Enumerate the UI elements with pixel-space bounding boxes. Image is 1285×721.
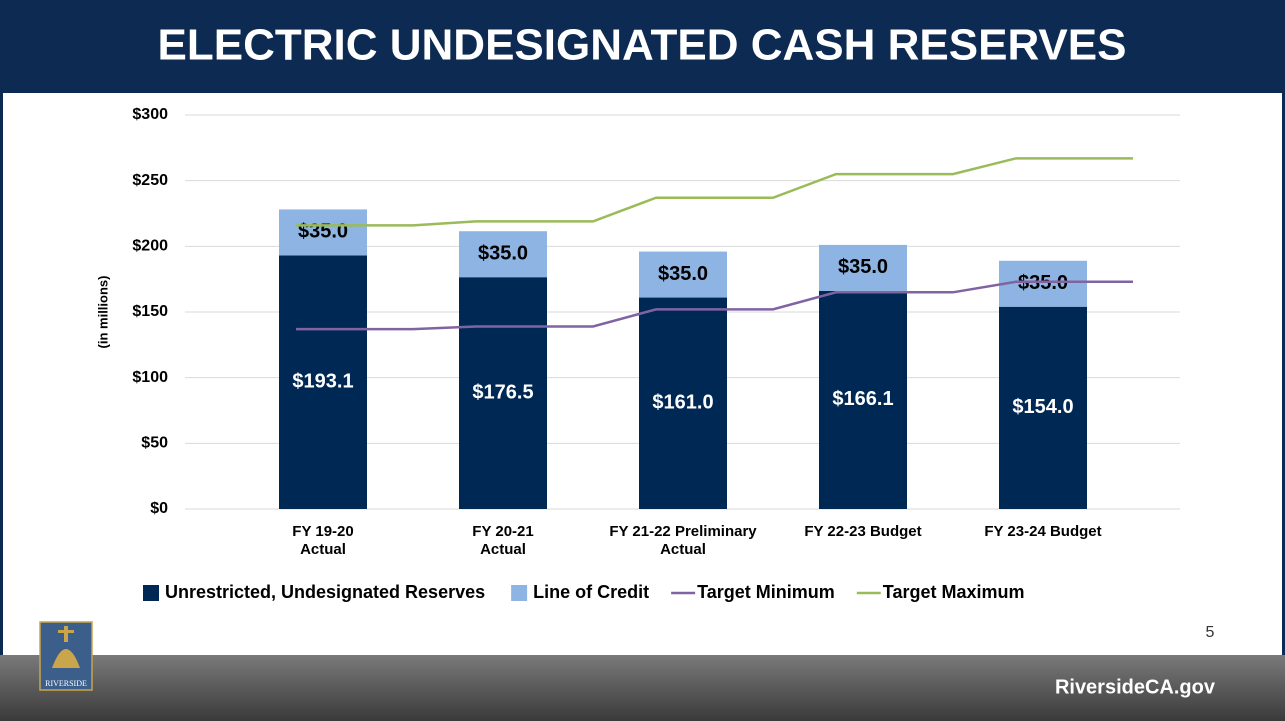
bar-segment	[639, 297, 727, 509]
x-tick-label: FY 19-20 Actual	[292, 523, 354, 558]
y-axis-label: (in millions)	[95, 276, 110, 349]
bar-segment	[639, 251, 727, 298]
x-tick-label: FY 21-22 Preliminary Actual	[609, 523, 757, 558]
data-label: $154.0	[1012, 396, 1073, 418]
page-number: 5	[1206, 624, 1215, 641]
x-tick-label: FY 20-21 Actual	[472, 523, 534, 558]
logo-cross	[64, 626, 68, 642]
bar-segment	[999, 260, 1087, 307]
y-tick-label: $50	[141, 435, 168, 452]
y-tick-label: $0	[150, 500, 168, 517]
y-tick-label: $150	[132, 303, 168, 320]
bar-segment	[819, 290, 907, 509]
logo: RIVERSIDE	[39, 621, 93, 691]
target-line	[296, 280, 1133, 331]
bar-segment	[819, 244, 907, 291]
logo-text: RIVERSIDE	[45, 679, 87, 688]
legend-label: Line of Credit	[533, 582, 649, 602]
legend-label: Unrestricted, Undesignated Reserves	[165, 582, 485, 602]
data-label: $193.1	[292, 370, 353, 392]
footer-url: RiversideCA.gov	[1055, 676, 1216, 698]
y-tick-label: $250	[132, 172, 168, 189]
x-tick-label: FY 22-23 Budget	[804, 523, 922, 540]
data-label: $35.0	[298, 221, 348, 243]
y-tick-label: $200	[132, 238, 168, 255]
bar-segment	[999, 306, 1087, 509]
frame-right	[1282, 93, 1285, 655]
bar-segment	[459, 277, 547, 509]
data-label: $166.1	[832, 388, 893, 410]
header-band	[0, 0, 1285, 93]
legend-swatch	[143, 585, 159, 601]
footer-band	[0, 655, 1285, 721]
data-label: $35.0	[478, 242, 528, 264]
x-tick-label: FY 23-24 Budget	[984, 523, 1102, 540]
target-line	[296, 157, 1133, 227]
data-label: $35.0	[838, 256, 888, 278]
bar-segment	[459, 231, 547, 278]
y-tick-label: $300	[132, 106, 168, 123]
legend-label: Target Maximum	[883, 582, 1025, 602]
frame-left	[0, 93, 3, 655]
bar-segment	[279, 209, 367, 256]
data-label: $176.5	[472, 381, 533, 403]
logo-cross-bar	[58, 630, 74, 633]
bar-segment	[279, 255, 367, 509]
data-label: $35.0	[1018, 272, 1068, 294]
data-label: $35.0	[658, 263, 708, 285]
legend-label: Target Minimum	[697, 582, 835, 602]
logo-bell	[52, 649, 80, 668]
legend-swatch	[511, 585, 528, 601]
data-label: $161.0	[652, 392, 713, 414]
y-tick-label: $100	[132, 369, 168, 386]
slide-title: ELECTRIC UNDESIGNATED CASH RESERVES	[158, 21, 1127, 70]
